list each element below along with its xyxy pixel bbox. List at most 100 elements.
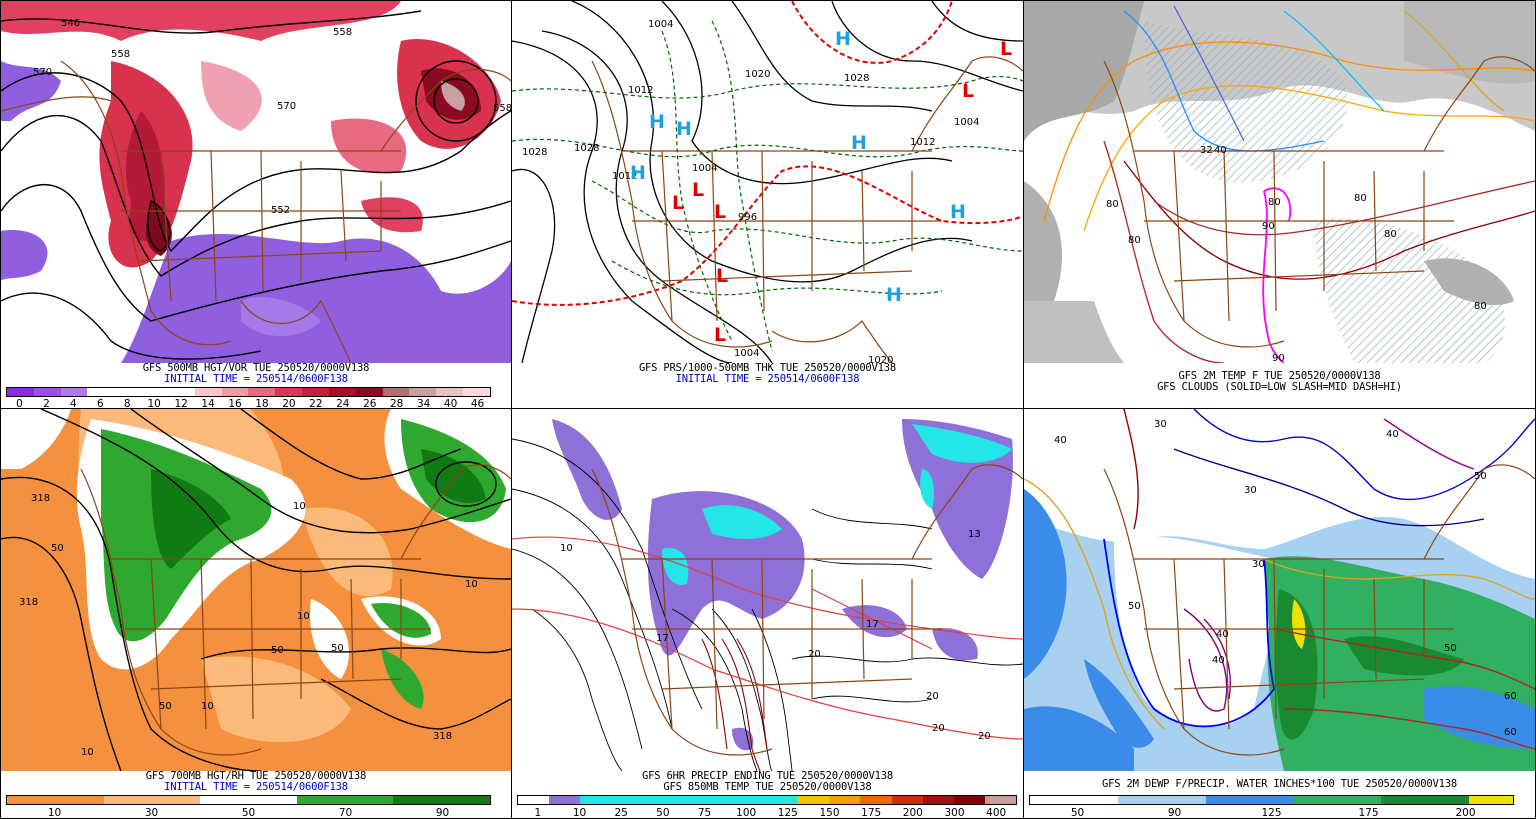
colorbar-swatch: [436, 388, 464, 396]
colorbar-swatch: [1161, 796, 1206, 804]
colorbar-tick-label: 70: [338, 807, 353, 818]
rh-label: 50: [271, 645, 284, 656]
colorbar-tick-label: 20: [282, 398, 296, 408]
rh-label: 10: [81, 747, 94, 758]
high-pressure-marker: H: [950, 201, 966, 223]
isotherm-label: 80: [1268, 197, 1281, 208]
low-pressure-marker: L: [716, 265, 728, 287]
colorbar-swatch: [767, 796, 799, 804]
colorbar-tick-label: 150: [819, 807, 840, 818]
map-precip-850mb-temp: 10 13 17 17 20 20 20 20: [512, 409, 1023, 771]
contour-label: 558: [333, 27, 352, 38]
colorbar-swatch: [611, 796, 643, 804]
colorbar-tick-label: 175: [861, 807, 882, 818]
high-pressure-marker: H: [886, 284, 902, 306]
rh-label: 10: [201, 701, 214, 712]
low-pressure-marker: L: [1000, 38, 1012, 60]
dewpoint-label: 30: [1154, 419, 1167, 430]
isotherm-label: 80: [1384, 229, 1397, 240]
colorbar-tick-label: 25: [614, 807, 628, 818]
colorbar-tick-label: 0: [16, 398, 23, 408]
colorbar: [6, 387, 491, 397]
rh-label: 10: [297, 611, 310, 622]
colorbar-swatch: [1073, 796, 1118, 804]
temp-label: 17: [866, 619, 879, 630]
colorbar-swatch: [673, 796, 705, 804]
panel-title: GFS 2M DEWP F/PRECIP. WATER INCHES*100 T…: [1101, 778, 1458, 790]
isotherm-label: 90: [1262, 221, 1275, 232]
isobar-label: 1020: [745, 69, 770, 80]
colorbar-swatch: [345, 796, 394, 804]
isobar-label: 1004: [734, 348, 759, 359]
isobar-label: 1012: [628, 85, 653, 96]
isobar-label: 1004: [954, 117, 979, 128]
panel-init-time: INITIAL TIME = 250514/0600F138: [164, 373, 348, 385]
height-label: 318: [433, 731, 452, 742]
isotherm-label: 90: [1272, 353, 1285, 363]
map-2m-temp-clouds: 80 80 80 80 80 80 90 90 32 40: [1024, 1, 1535, 363]
panel-precip-850mb-temp: 10 13 17 17 20 20 20 20 GFS 6HR PRECIP E…: [512, 409, 1023, 818]
divider-vertical-2: [1023, 0, 1024, 819]
colorbar-swatch: [328, 388, 356, 396]
colorbar-tick-label: 10: [47, 807, 62, 818]
colorbar-swatch: [355, 388, 383, 396]
colorbar: [6, 795, 491, 805]
rh-label: 10: [293, 501, 306, 512]
colorbar-tick-label: 200: [902, 807, 923, 818]
isotherm-label: 80: [1474, 301, 1487, 312]
height-label: 318: [19, 597, 38, 608]
colorbar-tick-label: 14: [201, 398, 215, 408]
isotherm-label: 32: [1200, 145, 1213, 156]
colorbar-swatch: [393, 796, 442, 804]
contour-label: 570: [33, 67, 52, 78]
colorbar-swatch: [1469, 796, 1513, 804]
isotherm-label: 80: [1128, 235, 1141, 246]
temp-label: 17: [656, 633, 669, 644]
panel-title: GFS 2M TEMP F TUE 250520/0000V138: [1178, 370, 1381, 382]
panel-init-time: INITIAL TIME = 250514/0600F138: [164, 781, 348, 793]
panel-dewpoint-pwat: 30 30 30 40 40 40 50 50 50 60 60 40 GFS …: [1024, 409, 1535, 818]
high-pressure-marker: H: [630, 162, 646, 184]
isobar-label: 1004: [648, 19, 673, 30]
colorbar-swatch: [1425, 796, 1470, 804]
colorbar-tick-label: 100: [736, 807, 757, 818]
colorbar-tick-label: 28: [390, 398, 404, 408]
panel-title: GFS 700MB HGT/RH TUE 250520/0000V138: [145, 770, 367, 782]
colorbar-swatch: [200, 796, 249, 804]
isobar-label: 1028: [522, 147, 547, 158]
panel-title: GFS 6HR PRECIP ENDING TUE 250520/0000V13…: [642, 770, 893, 782]
isobar-label: 1004: [692, 163, 717, 174]
colorbar-tick-label: 40: [443, 398, 458, 408]
colorbar-swatch: [7, 796, 56, 804]
rh-label: 50: [51, 543, 64, 554]
colorbar-swatch: [151, 796, 201, 804]
dewpoint-label: 60: [1504, 727, 1517, 738]
colorbar-tick-label: 16: [228, 398, 242, 408]
low-pressure-marker: L: [962, 80, 974, 102]
rh-label: 50: [159, 701, 172, 712]
rh-label: 10: [465, 579, 478, 590]
height-label: 318: [31, 493, 50, 504]
colorbar-swatch: [735, 796, 767, 804]
colorbar-swatch: [518, 796, 550, 804]
panel-pressure-thickness: 1004 1020 1028 1028 1028 1012 1004 1004 …: [512, 1, 1023, 408]
colorbar-swatch: [829, 796, 861, 804]
high-pressure-marker: H: [835, 28, 851, 50]
isobar-label: 996: [738, 212, 757, 223]
colorbar-tick-label: 90: [1167, 807, 1182, 818]
colorbar-tick-label: 8: [123, 398, 131, 408]
colorbar-tick-label: 34: [416, 398, 431, 408]
isobar-label: 1028: [844, 73, 869, 84]
colorbar-swatch: [194, 388, 222, 396]
contour-label: 546: [61, 18, 80, 29]
colorbar-swatch: [798, 796, 830, 804]
low-pressure-marker: L: [714, 201, 726, 223]
dewpoint-label: 40: [1216, 629, 1229, 640]
colorbar-swatch: [382, 388, 410, 396]
contour-label: 570: [277, 101, 296, 112]
colorbar-swatch: [55, 796, 104, 804]
colorbar-swatch: [60, 388, 88, 396]
colorbar-swatch: [1205, 796, 1250, 804]
colorbar-tick-label: 50: [656, 807, 670, 818]
dewpoint-label: 50: [1128, 601, 1141, 612]
